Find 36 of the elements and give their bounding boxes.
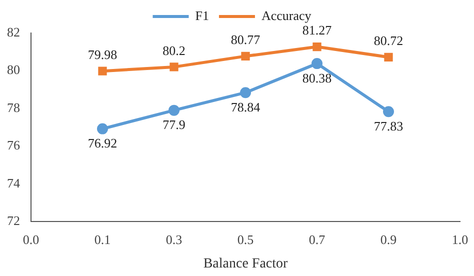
data-label: 78.84 (230, 100, 261, 115)
y-tick-label: 72 (7, 213, 20, 228)
point (384, 52, 393, 62)
x-axis-title: Balance Factor (203, 256, 288, 272)
data-label: 76.92 (88, 136, 118, 151)
data-label: 77.9 (162, 117, 186, 132)
data-label: 77.83 (374, 118, 404, 134)
legend-label: Accuracy (261, 8, 312, 23)
data-label: 79.98 (88, 47, 118, 62)
x-tick-label: 0.9 (380, 232, 397, 247)
point (312, 42, 322, 52)
legend-label: F1 (195, 8, 209, 23)
y-tick-label: 76 (7, 138, 20, 153)
x-tick-label: 1.0 (452, 232, 468, 247)
point (312, 58, 322, 70)
x-tick-label: 0.3 (166, 232, 182, 247)
y-tick-label: 74 (7, 175, 20, 190)
data-label: 80.2 (162, 42, 186, 58)
point (168, 104, 180, 116)
y-tick-label: 82 (7, 24, 20, 40)
data-label: 80.77 (230, 32, 261, 48)
y-tick-label: 80 (7, 62, 20, 78)
data-label: 81.27 (302, 22, 332, 38)
point (383, 106, 394, 118)
data-label: 80.38 (302, 70, 332, 86)
y-tick-label: 78 (7, 100, 20, 115)
x-tick-label: 0.5 (237, 232, 254, 247)
point (170, 62, 178, 72)
data-label: 80.72 (374, 33, 404, 48)
point (97, 123, 108, 134)
point (241, 52, 250, 61)
point (98, 66, 107, 76)
point (240, 87, 251, 98)
x-tick-label: 0.0 (22, 232, 40, 247)
x-tick-label: 0.7 (308, 232, 326, 247)
x-tick-label: 0.1 (94, 232, 111, 247)
